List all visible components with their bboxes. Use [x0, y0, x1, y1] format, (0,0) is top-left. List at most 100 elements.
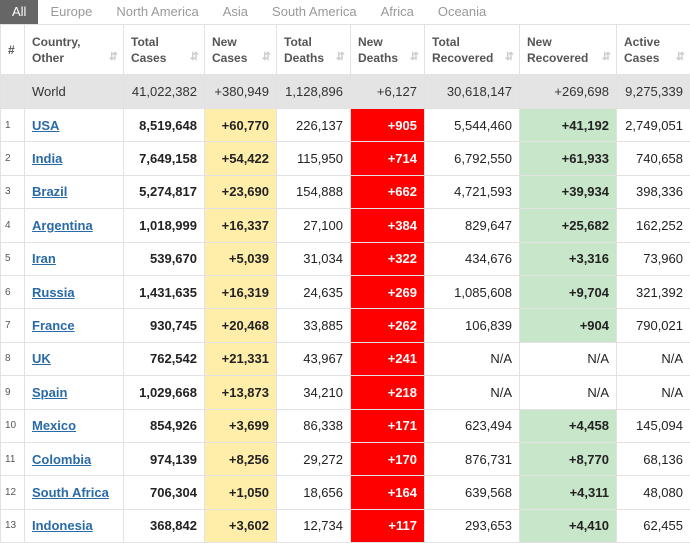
country-link[interactable]: Spain — [32, 384, 68, 400]
cell: 2,749,051 — [616, 107, 690, 143]
cell: +322 — [350, 241, 425, 276]
cell: +380,949 — [204, 74, 277, 109]
tab[interactable]: Europe — [50, 4, 93, 19]
header-text: New Deaths — [358, 34, 399, 65]
country-link[interactable]: Brazil — [32, 184, 68, 200]
country-row: 1 USA 8,519,648 +60,770 226,137 +905 5,544,460… — [0, 107, 690, 143]
cell: +905 — [350, 107, 425, 143]
tab[interactable]: South America — [272, 4, 357, 19]
sort-icon: ⇵ — [504, 51, 514, 63]
country-link[interactable]: Colombia — [32, 451, 92, 467]
rank: 11 — [0, 441, 25, 477]
country-row: 5 Iran 539,670 +5,039 31,034 +322 434,676 +3,31… — [0, 241, 690, 276]
cell: Colombia — [24, 441, 124, 477]
column-header[interactable]: New Cases ⇵ — [204, 24, 277, 75]
cell: +25,682 — [519, 208, 617, 243]
column-header[interactable]: New Recovered ⇵ — [519, 24, 617, 75]
cell: +23,690 — [204, 174, 277, 210]
cell: USA — [24, 107, 124, 143]
country-row: 9 Spain 1,029,668 +13,873 34,210 +218 N/A N/A N/… — [0, 375, 690, 410]
column-header[interactable]: Total Cases ⇵ — [123, 24, 205, 75]
country-link[interactable]: UK — [32, 351, 51, 367]
cell: +269 — [350, 274, 425, 310]
sort-icon: ⇵ — [335, 51, 345, 63]
cell: +61,933 — [519, 141, 617, 176]
cell: South Africa — [24, 475, 124, 510]
country-link[interactable]: Mexico — [32, 418, 77, 434]
sort-icon: ⇵ — [108, 51, 118, 63]
table-body: World 41,022,382 +380,949 1,128,896 +6,127 30… — [0, 74, 690, 543]
country-link[interactable]: Iran — [32, 251, 56, 267]
column-header[interactable]: Total Deaths ⇵ — [276, 24, 351, 75]
rank: 1 — [0, 107, 25, 143]
country-link[interactable]: South Africa — [32, 484, 109, 500]
country-row: 8 UK 762,542 +21,331 43,967 +241 N/A N/A N/A — [0, 341, 690, 377]
cell: 145,094 — [616, 408, 690, 443]
cell: +21,331 — [204, 341, 277, 377]
cell: 1,431,635 — [123, 274, 205, 310]
column-header[interactable]: Total Recovered ⇵ — [424, 24, 520, 75]
country-row: 12 South Africa 706,304 +1,050 18,656 +164 639… — [0, 475, 690, 510]
cell: N/A — [616, 341, 690, 377]
tab[interactable]: Oceania — [437, 4, 487, 19]
cell: 321,392 — [616, 274, 690, 310]
cell: +41,192 — [519, 107, 617, 143]
cell: 154,888 — [276, 174, 351, 210]
world-row: World 41,022,382 +380,949 1,128,896 +6,127 30… — [0, 74, 690, 109]
tab[interactable]: North America — [116, 4, 199, 19]
rank: 5 — [0, 241, 25, 276]
cell: 1,085,608 — [424, 274, 520, 310]
cell: UK — [24, 341, 124, 377]
column-header: # — [0, 24, 25, 75]
country-row: 10 Mexico 854,926 +3,699 86,338 +171 623,494 +4… — [0, 408, 690, 443]
country-row: 4 Argentina 1,018,999 +16,337 27,100 +384 829,… — [0, 208, 690, 243]
cell: 86,338 — [276, 408, 351, 443]
country-link[interactable]: India — [32, 151, 63, 167]
cell: 115,950 — [276, 141, 351, 176]
cell: +164 — [350, 475, 425, 510]
country-link[interactable]: Russia — [32, 284, 75, 300]
country-link[interactable]: Indonesia — [32, 518, 93, 534]
cell: 434,676 — [424, 241, 520, 276]
country-row: 3 Brazil 5,274,817 +23,690 154,888 +662 4,721,… — [0, 174, 690, 210]
cell: 43,967 — [276, 341, 351, 377]
cell: +171 — [350, 408, 425, 443]
country-link[interactable]: France — [32, 318, 75, 334]
cell: +170 — [350, 441, 425, 477]
cell: +4,458 — [519, 408, 617, 443]
cell: N/A — [519, 375, 617, 410]
cell: +54,422 — [204, 141, 277, 176]
sort-icon: ⇵ — [675, 51, 685, 63]
column-header[interactable]: Country, Other ⇵ — [24, 24, 124, 75]
column-header[interactable]: Active Cases ⇵ — [616, 24, 690, 75]
cell: Brazil — [24, 174, 124, 210]
rank: 12 — [0, 475, 25, 510]
cell: 368,842 — [123, 508, 205, 543]
cell: N/A — [616, 375, 690, 410]
tab[interactable]: Africa — [380, 4, 414, 19]
cell: +4,410 — [519, 508, 617, 543]
country-link[interactable]: Argentina — [32, 217, 93, 233]
header-text: Active Cases — [624, 34, 661, 65]
tab[interactable]: Asia — [222, 4, 249, 19]
sort-icon: ⇵ — [409, 51, 419, 63]
cell: +714 — [350, 141, 425, 176]
country-link[interactable]: USA — [32, 117, 60, 133]
cell: 24,635 — [276, 274, 351, 310]
cell: +6,127 — [350, 74, 425, 109]
country-row: 7 France 930,745 +20,468 33,885 +262 106,839 +9… — [0, 308, 690, 343]
cell: +262 — [350, 308, 425, 343]
tabs: All Europe North America Asia South America A… — [0, 0, 690, 24]
cell: Spain — [24, 375, 124, 410]
cell: 48,080 — [616, 475, 690, 510]
sort-icon: ⇵ — [189, 51, 199, 63]
cell: 31,034 — [276, 241, 351, 276]
cell: +5,039 — [204, 241, 277, 276]
tab[interactable]: All — [0, 0, 39, 24]
cell: 974,139 — [123, 441, 205, 477]
cell: 8,519,648 — [123, 107, 205, 143]
column-header[interactable]: New Deaths ⇵ — [350, 24, 425, 75]
cell: 226,137 — [276, 107, 351, 143]
cell: +1,050 — [204, 475, 277, 510]
